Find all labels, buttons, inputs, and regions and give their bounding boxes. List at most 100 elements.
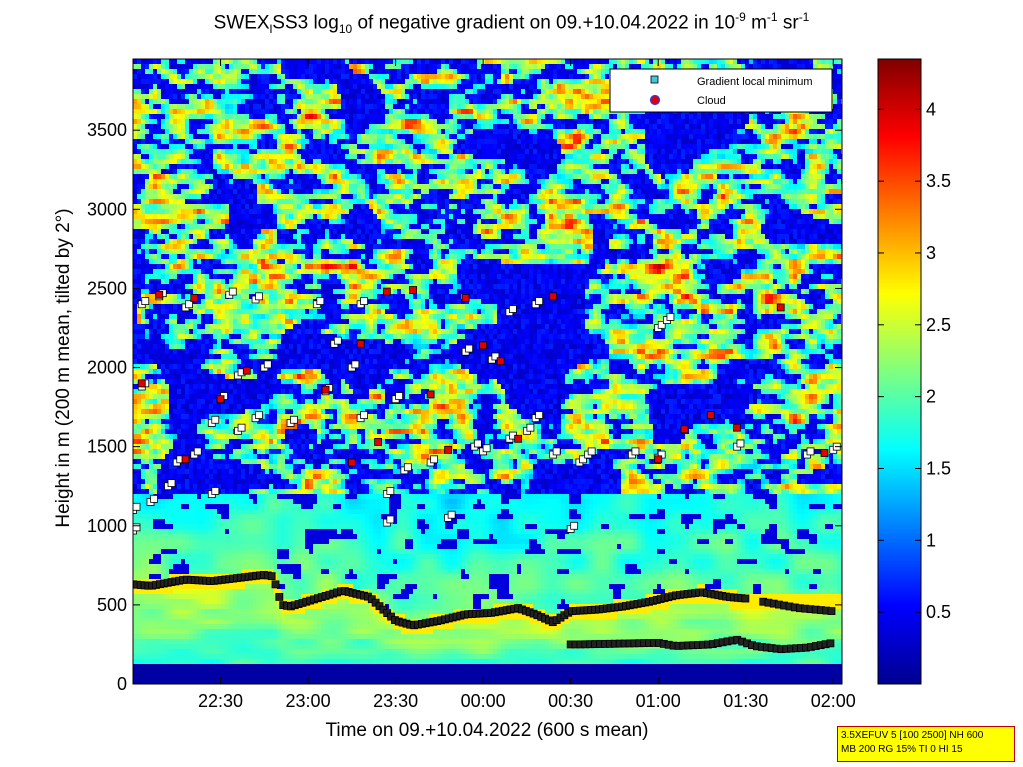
heatmap-cell (237, 434, 241, 439)
heatmap-cell (193, 239, 197, 244)
heatmap-cell (285, 659, 289, 664)
heatmap-cell (133, 609, 137, 614)
heatmap-cell (169, 614, 173, 619)
heatmap-cell (149, 154, 153, 159)
heatmap-cell (193, 344, 197, 349)
heatmap-cell (177, 344, 181, 349)
heatmap-cell (257, 599, 261, 604)
heatmap-cell (153, 544, 157, 549)
heatmap-cell (237, 484, 241, 489)
heatmap-cell (157, 59, 161, 64)
heatmap-cell (233, 294, 237, 299)
heatmap-cell (177, 264, 181, 269)
heatmap-cell (145, 444, 149, 449)
heatmap-cell (169, 164, 173, 169)
heatmap-cell (213, 394, 217, 399)
heatmap-cell (253, 359, 257, 364)
heatmap-cell (141, 589, 145, 594)
heatmap-cell (253, 399, 257, 404)
heatmap-cell (177, 434, 181, 439)
heatmap-cell (285, 404, 289, 409)
heatmap-cell (201, 174, 205, 179)
heatmap-cell (261, 464, 265, 469)
heatmap-cell (197, 624, 201, 629)
heatmap-cell (137, 244, 141, 249)
heatmap-cell (201, 599, 205, 604)
heatmap-cell (265, 494, 269, 499)
heatmap-cell (249, 344, 253, 349)
heatmap-cell (153, 534, 157, 539)
heatmap-cell (217, 214, 221, 219)
heatmap-cell (165, 209, 169, 214)
heatmap-cell (189, 254, 193, 259)
heatmap-cell (253, 309, 257, 314)
heatmap-cell (169, 644, 173, 649)
heatmap-cell (209, 474, 213, 479)
heatmap-cell (269, 249, 273, 254)
heatmap-cell (277, 559, 281, 564)
heatmap-cell (221, 169, 225, 174)
heatmap-cell (241, 274, 245, 279)
heatmap-cell (161, 204, 165, 209)
heatmap-cell (205, 449, 209, 454)
heatmap-cell (265, 249, 269, 254)
heatmap-cell (197, 159, 201, 164)
heatmap-cell (257, 514, 261, 519)
heatmap-cell (153, 539, 157, 544)
heatmap-cell (209, 634, 213, 639)
heatmap-cell (165, 244, 169, 249)
heatmap-cell (201, 299, 205, 304)
heatmap-cell (241, 319, 245, 324)
heatmap-cell (153, 59, 157, 64)
heatmap-cell (277, 544, 281, 549)
heatmap-cell (173, 194, 177, 199)
heatmap-cell (197, 454, 201, 459)
heatmap-cell (165, 159, 169, 164)
heatmap-cell (197, 529, 201, 534)
heatmap-cell (289, 204, 293, 209)
heatmap-cell (265, 224, 269, 229)
heatmap-cell (169, 374, 173, 379)
heatmap-cell (205, 439, 209, 444)
heatmap-cell (285, 229, 289, 234)
heatmap-cell (261, 439, 265, 444)
heatmap-cell (201, 224, 205, 229)
heatmap-cell (185, 659, 189, 664)
heatmap-cell (133, 389, 137, 394)
heatmap-cell (153, 569, 157, 574)
heatmap-cell (197, 419, 201, 424)
heatmap-cell (157, 549, 161, 554)
heatmap-cell (261, 514, 265, 519)
heatmap-cell (153, 424, 157, 429)
heatmap-cell (261, 234, 265, 239)
heatmap-cell (145, 314, 149, 319)
heatmap-cell (205, 199, 209, 204)
heatmap-cell (193, 129, 197, 134)
heatmap-cell (145, 339, 149, 344)
heatmap-cell (269, 484, 273, 489)
heatmap-cell (217, 159, 221, 164)
heatmap-cell (253, 364, 257, 369)
heatmap-cell (169, 219, 173, 224)
heatmap-cell (149, 369, 153, 374)
heatmap-cell (177, 569, 181, 574)
heatmap-cell (257, 269, 261, 274)
heatmap-cell (173, 609, 177, 614)
heatmap-cell (289, 434, 293, 439)
heatmap-cell (137, 279, 141, 284)
heatmap-cell (241, 464, 245, 469)
heatmap-cell (157, 284, 161, 289)
heatmap-cell (161, 354, 165, 359)
heatmap-cell (221, 144, 225, 149)
heatmap-cell (237, 114, 241, 119)
heatmap-cell (153, 214, 157, 219)
heatmap-cell (261, 559, 265, 564)
heatmap-cell (181, 149, 185, 154)
heatmap-cell (189, 114, 193, 119)
heatmap-cell (265, 99, 269, 104)
heatmap-cell (137, 424, 141, 429)
heatmap-cell (189, 169, 193, 174)
heatmap-cell (205, 614, 209, 619)
heatmap-cell (249, 64, 253, 69)
heatmap-cell (217, 629, 221, 634)
